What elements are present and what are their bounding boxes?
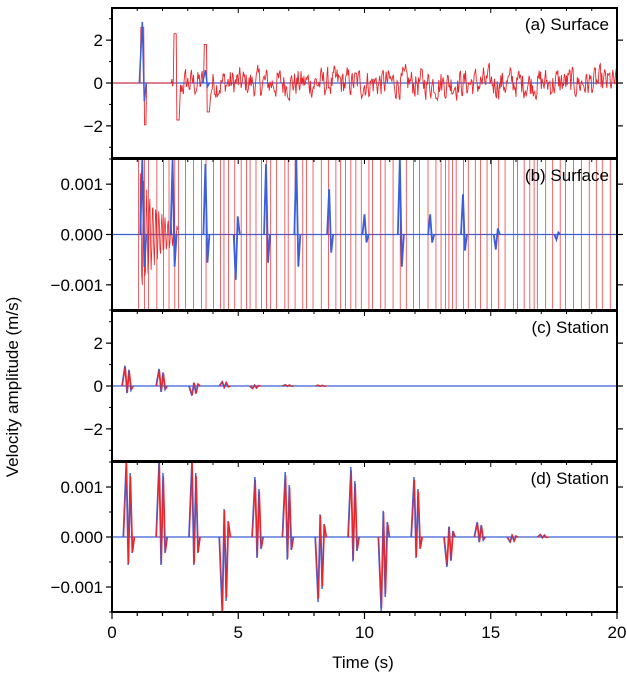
blue-event xyxy=(553,230,562,243)
y-tick-label: −0.001 xyxy=(51,578,103,597)
blue-event xyxy=(202,164,211,263)
red-pulse xyxy=(251,479,265,557)
panel-plot-area xyxy=(112,21,617,126)
red-pulse xyxy=(315,384,327,387)
red-pulse xyxy=(121,366,134,393)
red-pulse xyxy=(410,479,424,557)
x-tick-label: 20 xyxy=(608,623,627,642)
y-tick-label: 0 xyxy=(94,74,103,93)
y-tick-label: −2 xyxy=(84,420,103,439)
y-axis-title: Velocity amplitude (m/s) xyxy=(3,297,22,477)
y-tick-label: 0.001 xyxy=(60,175,103,194)
panel-plot-area xyxy=(112,159,617,310)
panel-b: 0.001 0.000 −0.001 (b) Surface xyxy=(51,158,623,311)
red-pulse xyxy=(347,470,360,561)
blue-event xyxy=(396,159,405,267)
blue-event xyxy=(293,159,302,267)
blue-pulse xyxy=(138,21,148,102)
blue-event xyxy=(169,159,178,267)
x-axis-title: Time (s) xyxy=(332,653,394,672)
blue-event xyxy=(427,214,436,243)
red-pulse xyxy=(506,533,519,544)
panel-c: 2 0 −2 (c) Station xyxy=(84,310,623,462)
blue-event xyxy=(460,194,468,251)
y-tick-label: 0 xyxy=(94,377,103,396)
y-tick-label: 2 xyxy=(94,31,103,50)
panel-label-c: (c) Station xyxy=(532,318,609,337)
y-tick-label: −0.001 xyxy=(51,276,103,295)
panel-plot-area xyxy=(112,365,617,396)
panels-group: 2 0 −2 (a) Surface 0.001 0.000 −0.001 (b) Surfa… xyxy=(51,7,623,613)
y-tick-label: 0.000 xyxy=(60,528,103,547)
red-pulse xyxy=(314,515,328,599)
blue-pulse xyxy=(201,69,211,90)
y-tick-label: 0.000 xyxy=(60,226,103,245)
x-axis: 0 5 10 15 20 xyxy=(107,8,626,642)
x-tick-label: 10 xyxy=(355,623,374,642)
red-pulse xyxy=(188,462,201,564)
red-pulse xyxy=(378,512,391,609)
blue-event xyxy=(263,164,271,263)
x-tick-label: 0 xyxy=(107,623,116,642)
blue-event xyxy=(139,159,148,267)
red-pulse xyxy=(249,384,262,390)
panel-label-b: (b) Surface xyxy=(525,166,609,185)
red-pulse xyxy=(282,475,295,559)
blue-event xyxy=(326,189,335,253)
red-pulse xyxy=(188,382,201,396)
panel-label-a: (a) Surface xyxy=(525,15,609,34)
red-pulse xyxy=(474,522,487,543)
blue-event xyxy=(492,228,501,250)
panel-d: 0.001 0.000 −0.001 (d) Station xyxy=(51,461,623,613)
red-pulse xyxy=(155,369,168,392)
red-pulse xyxy=(282,384,294,388)
red-pulse xyxy=(219,380,231,390)
red-pulse xyxy=(537,533,549,539)
panel-plot-area xyxy=(112,462,617,612)
red-pulse xyxy=(443,526,456,566)
red-pulse xyxy=(219,510,232,612)
panel-label-d: (d) Station xyxy=(531,469,609,488)
blue-event xyxy=(361,214,370,243)
y-tick-label: 2 xyxy=(94,334,103,353)
blue-event xyxy=(232,216,241,280)
x-tick-label: 5 xyxy=(234,623,243,642)
red-trace xyxy=(112,26,617,126)
x-tick-label: 15 xyxy=(481,623,500,642)
red-pulse xyxy=(123,462,136,564)
red-pulse xyxy=(155,462,169,564)
y-tick-label: 0.001 xyxy=(60,478,103,497)
y-tick-label: −2 xyxy=(84,117,103,136)
panel-a: 2 0 −2 (a) Surface xyxy=(84,7,623,159)
